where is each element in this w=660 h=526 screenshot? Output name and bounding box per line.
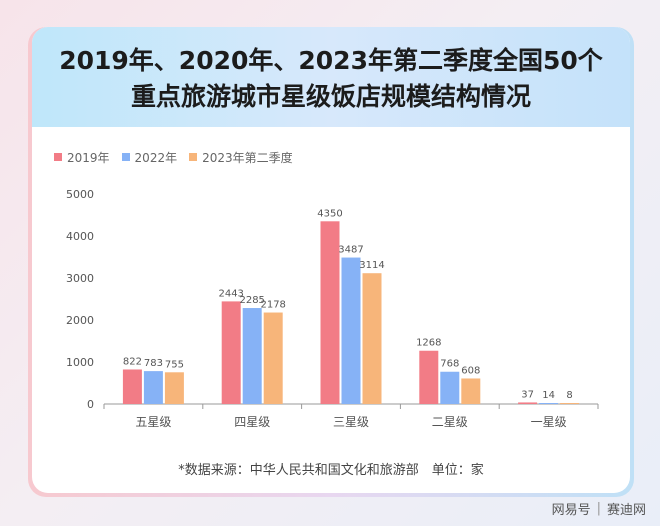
legend-label-2022: 2022年: [134, 150, 178, 165]
data-label-2019: 2443: [218, 288, 243, 299]
y-tick-label: 5000: [66, 188, 94, 201]
bar-2022: [341, 257, 361, 404]
x-tick-label: 一星级: [531, 415, 567, 429]
data-label-2023: 2178: [260, 300, 285, 311]
bar-2023: [362, 273, 382, 404]
title-line-2: 重点旅游城市星级饭店规模结构情况: [130, 82, 531, 111]
data-label-2022: 783: [144, 358, 163, 369]
y-tick-label: 2000: [66, 314, 94, 327]
bar-2023: [164, 372, 184, 404]
bar-2019: [518, 402, 538, 404]
data-label-2019: 1268: [416, 338, 441, 349]
watermark-separator: |: [596, 501, 601, 516]
y-tick-label: 1000: [66, 356, 94, 369]
x-tick-label: 五星级: [135, 415, 171, 429]
data-label-2022: 2285: [239, 295, 264, 306]
bar-2023: [263, 312, 283, 404]
title-line-1: 2019年、2020年、2023年第二季度全国50个: [59, 46, 603, 75]
title-band: [32, 27, 630, 127]
data-label-2019: 822: [123, 356, 142, 367]
data-label-2019: 4350: [317, 208, 342, 219]
bar-2023: [560, 403, 580, 404]
data-label-2022: 3487: [338, 245, 363, 256]
legend: 2019年 2022年 2023年第二季度: [54, 149, 305, 165]
legend-item-2019: 2019年: [54, 149, 110, 166]
data-label-2023: 3114: [359, 260, 384, 271]
bar-2019: [122, 369, 142, 404]
data-label-2022: 768: [440, 359, 459, 370]
y-tick-label: 0: [87, 398, 94, 411]
x-tick-label: 三星级: [333, 415, 369, 429]
x-tick-label: 二星级: [432, 415, 468, 429]
legend-swatch-2019: [54, 153, 62, 161]
legend-swatch-2023: [189, 153, 198, 161]
data-source-note: *数据来源：中华人民共和国文化和旅游部 单位：家: [178, 463, 484, 478]
legend-label-2023: 2023年第二季度: [202, 150, 293, 165]
watermark-right: 赛迪网: [606, 503, 646, 518]
chart-title: 2019年、2020年、2023年第二季度全国50个 重点旅游城市星级饭店规模结…: [32, 43, 630, 115]
x-tick-label: 四星级: [234, 415, 270, 429]
legend-item-2022: 2022年: [121, 149, 178, 166]
bar-chart: 0 1000 2000 3000 4000 5000 822 783 755 五星级 2443228…: [66, 188, 599, 429]
bar-2019: [221, 301, 241, 404]
bar-2023: [461, 378, 481, 404]
bar-2022: [242, 308, 262, 404]
bar-2019: [419, 350, 439, 404]
data-label-2022: 14: [542, 390, 555, 401]
legend-label-2019: 2019年: [67, 150, 110, 165]
bar-2022: [440, 371, 460, 404]
chart-card: 2019年、2020年、2023年第二季度全国50个 重点旅游城市星级饭店规模结…: [32, 27, 630, 493]
bar-2022: [539, 403, 559, 404]
legend-item-2023: 2023年第二季度: [189, 149, 293, 166]
data-label-2023: 755: [165, 359, 184, 370]
data-label-2023: 608: [461, 365, 480, 376]
data-label-2023: 8: [566, 390, 572, 401]
watermark: 网易号 | 赛迪网: [552, 499, 646, 518]
bar-2019: [320, 221, 340, 404]
legend-swatch-2022: [121, 153, 130, 161]
bar-2022: [143, 371, 163, 404]
watermark-left: 网易号: [551, 503, 591, 518]
data-label-2019: 37: [521, 389, 534, 400]
y-tick-label: 3000: [66, 272, 94, 285]
y-tick-label: 4000: [66, 230, 94, 243]
